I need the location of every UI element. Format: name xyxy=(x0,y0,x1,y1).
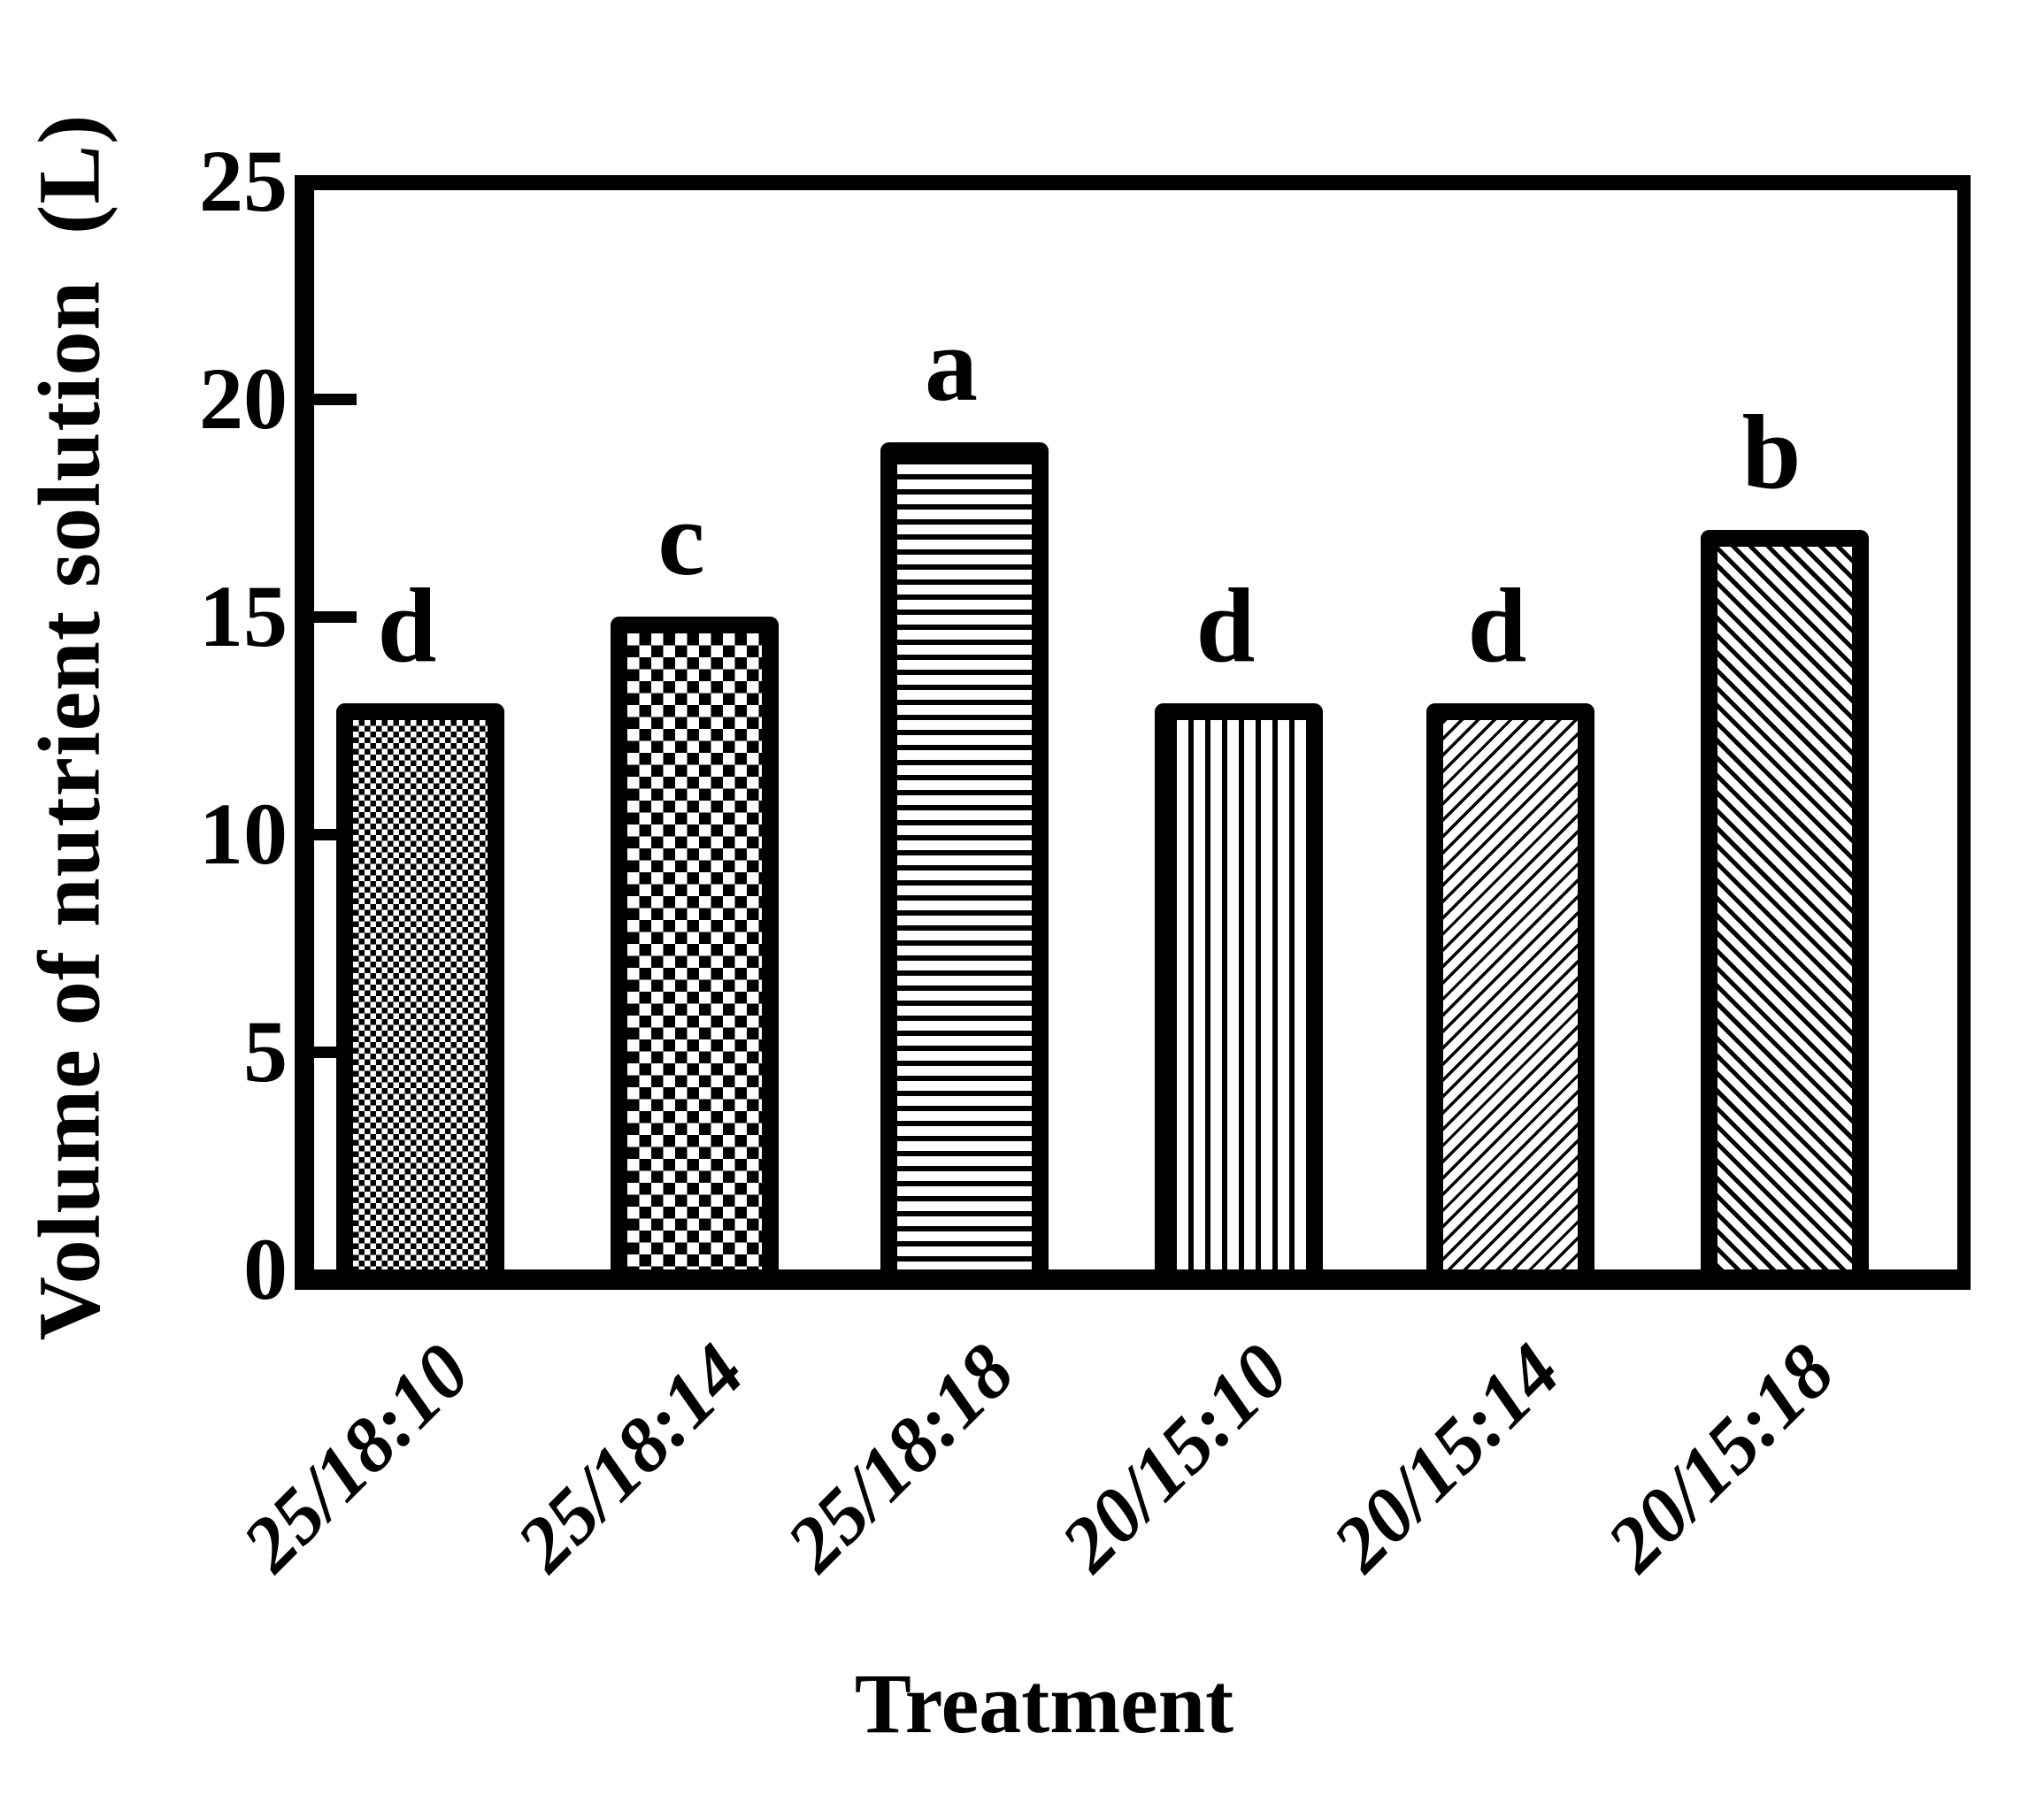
y-tick-label: 25 xyxy=(199,132,288,230)
y-tick-label: 0 xyxy=(243,1220,288,1318)
x-tick-label: 25/18:18 xyxy=(771,1328,1032,1588)
y-axis-tick xyxy=(314,394,357,405)
bar xyxy=(880,442,1049,1269)
y-axis-tick xyxy=(314,611,357,623)
y-tick-label: 20 xyxy=(199,349,288,448)
bar xyxy=(1701,529,1869,1269)
significance-letter: d xyxy=(377,566,437,685)
bar xyxy=(611,617,779,1269)
significance-letter: d xyxy=(1467,566,1527,685)
x-tick-label: 25/18:10 xyxy=(227,1328,488,1588)
significance-letter: c xyxy=(657,479,705,597)
y-axis-title: Volume of nutrient solution (L) xyxy=(19,113,119,1341)
y-tick-label: 15 xyxy=(199,567,288,665)
significance-letter: d xyxy=(1195,566,1256,685)
bar xyxy=(336,703,504,1269)
significance-letter: b xyxy=(1741,392,1802,510)
bar xyxy=(1155,703,1323,1269)
bar xyxy=(1426,703,1594,1269)
y-tick-label: 5 xyxy=(243,1002,288,1101)
x-tick-label: 20/15:18 xyxy=(1591,1328,1852,1588)
plot-area xyxy=(295,175,1971,1290)
x-tick-label: 25/18:14 xyxy=(501,1328,762,1588)
x-tick-label: 20/15:14 xyxy=(1317,1328,1578,1588)
significance-letter: a xyxy=(925,305,978,424)
x-axis-title: Treatment xyxy=(854,1656,1234,1751)
x-tick-label: 20/15:10 xyxy=(1045,1328,1306,1588)
y-tick-label: 10 xyxy=(199,785,288,883)
